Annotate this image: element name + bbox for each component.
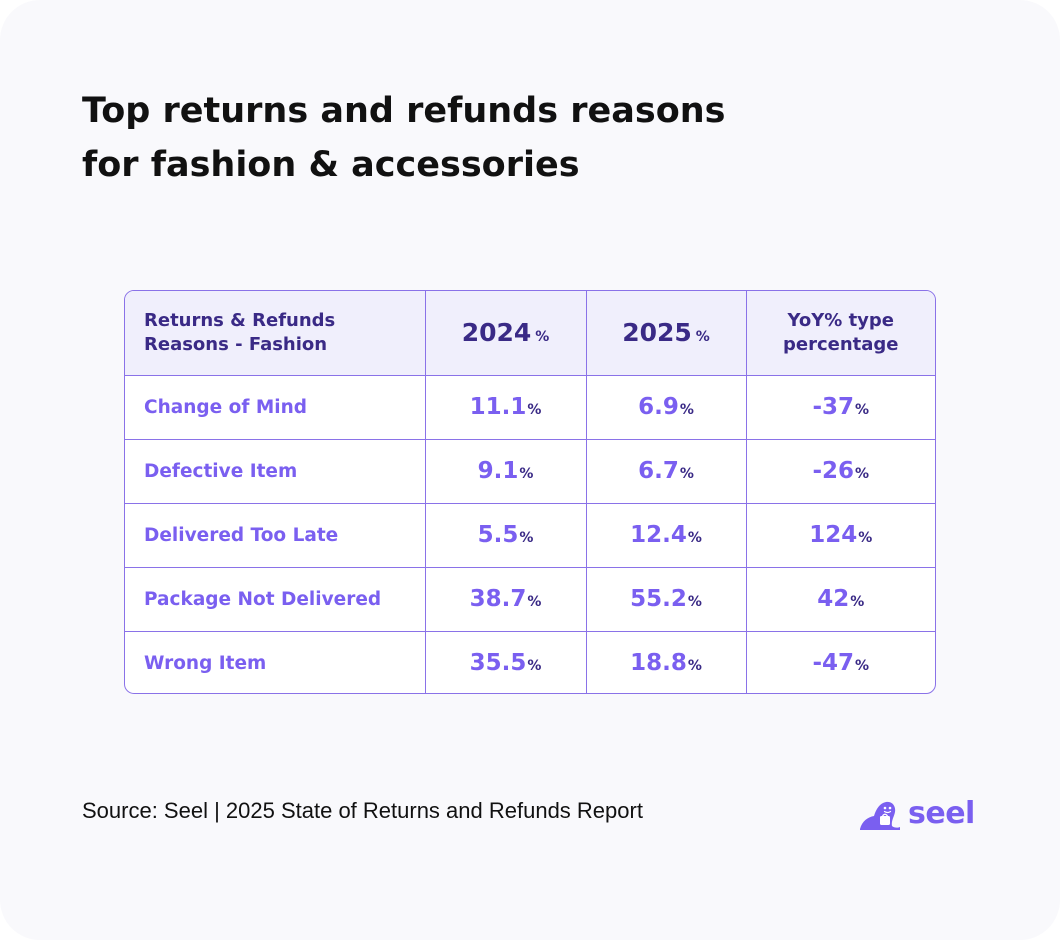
header-reason: Returns & Refunds Reasons - Fashion [125,291,426,376]
row-value-2024: 5.5% [425,503,587,568]
header-reason-line-1: Returns & Refunds [144,309,336,331]
row-reason: Delivered Too Late [125,503,426,568]
row-value-2025: 6.7% [586,439,747,504]
header-2025-unit: % [695,329,710,346]
logo-text: seel [908,796,975,831]
header-2024: 2024% [425,291,587,376]
row-value-2025: 18.8% [586,631,747,693]
seel-seal-icon [860,801,900,830]
header-reason-line-2: Reasons - Fashion [144,333,328,355]
row-value-2025: 6.9% [586,375,747,440]
header-yoy: YoY% type percentage [746,291,935,376]
header-2024-label: 2024 [461,318,532,348]
row-value-2025: 12.4% [586,503,747,568]
header-2025-label: 2025 [622,318,692,348]
header-yoy-line-1: YoY% type [787,309,894,331]
table-row: Wrong Item 35.5% 18.8% -47% [125,631,935,693]
row-value-yoy: -37% [746,375,935,440]
title-line-2: for fashion & accessories [82,145,580,185]
row-value-yoy: -47% [812,650,870,677]
row-reason: Change of Mind [125,375,426,440]
row-value-2025: 55.2% [586,567,747,632]
header-yoy-line-2: percentage [782,333,899,355]
row-value-yoy: -26% [746,439,935,504]
table-row: Change of Mind 11.1% 6.9% -37% [125,375,935,440]
table-row: Defective Item 9.1% 6.7% -26% [125,439,935,504]
row-value-yoy: 124% [746,503,935,568]
row-value-2024: 35.5% [425,631,587,693]
source-note: Source: Seel | 2025 State of Returns and… [82,798,643,823]
row-value-2024: 9.1% [425,439,587,504]
title-line-1: Top returns and refunds reasons [82,91,726,131]
table-row: Package Not Delivered 38.7% 55.2% 42% [125,567,935,632]
table-header-row: Returns & Refunds Reasons - Fashion 2024… [125,291,935,376]
row-reason: Defective Item [125,439,426,504]
header-2024-unit: % [535,329,550,346]
row-reason: Package Not Delivered [125,567,426,632]
row-value-2024: 11.1% [425,375,587,440]
seel-logo: seel [858,796,975,832]
page-title: Top returns and refunds reasons for fash… [82,84,842,192]
row-value-yoy: 42% [746,567,935,632]
table-row: Delivered Too Late 5.5% 12.4% 124% [125,503,935,568]
row-reason: Wrong Item [125,631,426,693]
row-value-2024: 38.7% [425,567,587,632]
returns-table: Returns & Refunds Reasons - Fashion 2024… [124,290,936,694]
header-2025: 2025% [586,291,747,376]
